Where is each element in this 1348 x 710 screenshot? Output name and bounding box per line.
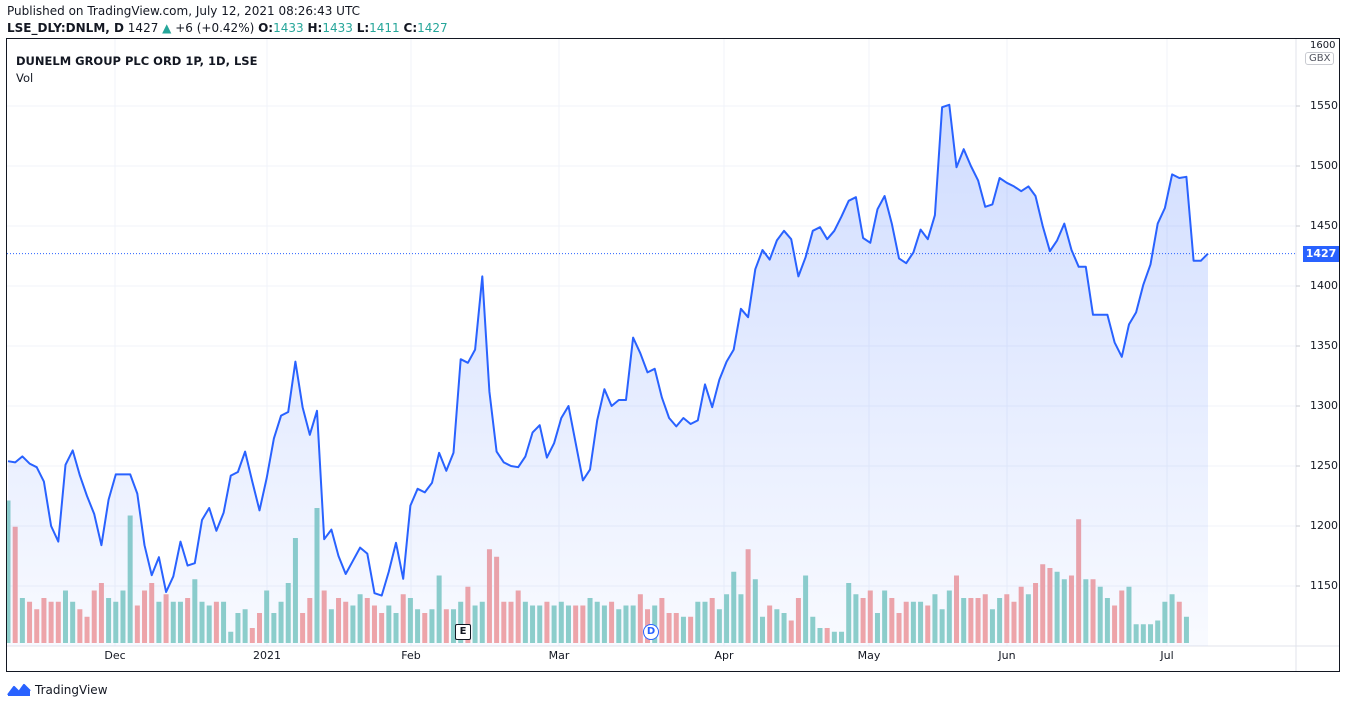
last-price-label: 1427 xyxy=(1303,246,1339,262)
time-tick-label: Dec xyxy=(104,649,126,662)
price-tick-label: 1300 xyxy=(1310,399,1338,412)
close-value: 1427 xyxy=(417,21,448,35)
price-tick-label: 1150 xyxy=(1310,579,1338,592)
price-tick-label: 1500 xyxy=(1310,159,1338,172)
high-label: H: xyxy=(307,21,323,35)
open-label: O: xyxy=(258,21,274,35)
low-value: 1411 xyxy=(369,21,400,35)
brand-name: TradingView xyxy=(35,683,108,697)
time-tick-label: Mar xyxy=(548,649,570,662)
chart-frame[interactable]: DUNELM GROUP PLC ORD 1P, 1D, LSE Vol 155… xyxy=(6,38,1340,672)
last-price: 1427 xyxy=(127,21,159,35)
time-tick-label: 2021 xyxy=(253,649,281,662)
dividend-marker[interactable]: D xyxy=(643,624,659,640)
time-tick-label: Jun xyxy=(998,649,1016,662)
earnings-marker[interactable]: E xyxy=(455,624,471,640)
price-tick-label: 1550 xyxy=(1310,99,1338,112)
ohlc-line: LSE_DLY:DNLM, D 1427 ▲ +6 (+0.42%) O:143… xyxy=(7,21,448,35)
open-value: 1433 xyxy=(273,21,304,35)
price-tick-label: 1350 xyxy=(1310,339,1338,352)
price-tick-label: 1600 xyxy=(1310,40,1336,51)
chart-legend: DUNELM GROUP PLC ORD 1P, 1D, LSE Vol xyxy=(16,53,257,87)
legend-volume: Vol xyxy=(16,71,34,85)
up-arrow-icon: ▲ xyxy=(162,21,172,35)
price-tick-label: 1200 xyxy=(1310,519,1338,532)
change: +6 (+0.42%) xyxy=(175,21,255,35)
high-value: 1433 xyxy=(322,21,353,35)
price-line xyxy=(7,103,1209,597)
price-tick-label: 1450 xyxy=(1310,219,1338,232)
price-chart[interactable] xyxy=(7,39,1340,672)
time-tick-label: May xyxy=(857,649,881,662)
published-line: Published on TradingView.com, July 12, 2… xyxy=(7,4,360,18)
footer-brand[interactable]: TradingView xyxy=(7,683,108,697)
low-label: L: xyxy=(356,21,370,35)
legend-title: DUNELM GROUP PLC ORD 1P, 1D, LSE xyxy=(16,54,258,68)
time-tick-label: Apr xyxy=(714,649,734,662)
currency-badge[interactable]: GBX xyxy=(1305,52,1335,65)
symbol: LSE_DLY:DNLM, D xyxy=(7,21,124,35)
close-label: C: xyxy=(403,21,418,35)
price-tick-label: 1250 xyxy=(1310,459,1338,472)
time-tick-label: Feb xyxy=(401,649,421,662)
time-tick-label: Jul xyxy=(1160,649,1174,662)
tradingview-logo-icon xyxy=(7,683,31,696)
price-tick-label: 1400 xyxy=(1310,279,1338,292)
